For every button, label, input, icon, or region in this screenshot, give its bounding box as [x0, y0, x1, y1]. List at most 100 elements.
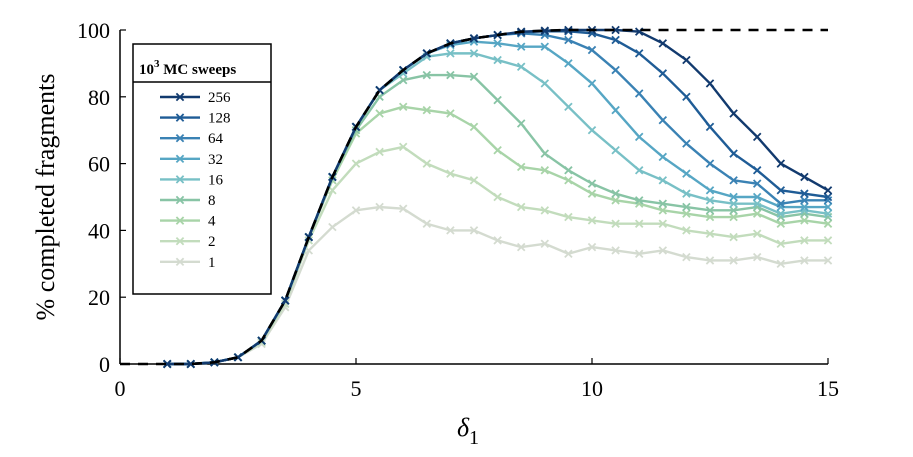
series-point-8-21 [658, 199, 668, 208]
series-point-64-27 [800, 196, 809, 205]
series-point-16-22 [682, 189, 691, 198]
series-point-128-19 [611, 35, 620, 45]
series-point-128-26 [776, 186, 786, 195]
series-point-4-10 [398, 102, 408, 112]
series-point-4-15 [516, 162, 526, 172]
x-axis-label: δ1 [457, 413, 479, 449]
series-point-32-27 [800, 202, 809, 212]
series-point-16-17 [564, 102, 573, 112]
series-point-2-9 [375, 147, 384, 157]
series-point-256-17 [564, 25, 573, 35]
series-point-2-4 [257, 338, 266, 347]
series-point-64-24 [729, 176, 738, 185]
series-point-256-28 [823, 186, 833, 195]
series-point-1-17 [564, 249, 573, 259]
series-point-4-27 [800, 216, 809, 225]
series-2 [162, 142, 833, 369]
series-point-64-23 [705, 159, 715, 168]
series-point-8-10 [398, 75, 408, 85]
series-point-256-25 [752, 132, 762, 142]
series-point-32-28 [823, 202, 833, 212]
series-point-256-26 [776, 159, 786, 168]
series-point-1-16 [540, 239, 550, 248]
y-ticks: 0 20 40 60 80 100 [77, 18, 126, 377]
series-point-2-13 [469, 176, 479, 185]
series-point-16-21 [658, 176, 668, 185]
series-point-16-25 [752, 199, 762, 208]
series-point-32-26 [776, 202, 786, 212]
legend-label-32: 32 [208, 152, 223, 168]
x-ticks: 0 5 10 15 [115, 358, 839, 401]
x-axis-label-symbol: δ [457, 413, 470, 442]
series-point-1-23 [705, 256, 715, 265]
legend-box [132, 43, 272, 295]
series-point-32-21 [658, 152, 668, 162]
series-point-1-24 [729, 256, 738, 265]
series-point-4-11 [422, 105, 432, 115]
legend-item-32: 32 [160, 152, 223, 168]
series-point-64-20 [634, 89, 644, 98]
series-point-2-15 [516, 202, 526, 212]
series-point-8-14 [493, 95, 502, 105]
series-point-1-13 [469, 226, 479, 235]
series-point-16-18 [587, 125, 597, 135]
series-point-64-22 [682, 139, 691, 148]
series-point-8-18 [587, 179, 597, 188]
series-point-1-22 [682, 252, 691, 262]
legend-item-4: 4 [160, 214, 216, 230]
series-point-4-28 [823, 219, 833, 228]
series-point-128-21 [658, 69, 668, 78]
series-point-32-23 [705, 186, 715, 195]
series-point-64-26 [776, 199, 786, 208]
series-point-256-5 [280, 296, 290, 305]
series-point-16-16 [540, 79, 550, 88]
series-point-16-24 [729, 199, 738, 208]
series-point-64-19 [611, 65, 620, 75]
series-point-32-17 [564, 59, 573, 68]
series-point-2-23 [705, 229, 715, 238]
legend-label-128: 128 [208, 111, 231, 127]
legend-item-128: 128 [160, 111, 231, 127]
series-point-256-19 [611, 25, 620, 35]
x-tick-label-0: 0 [115, 376, 126, 401]
y-tick-label-1: 20 [88, 285, 110, 310]
legend-title-rest: MC sweeps [160, 62, 237, 78]
series-point-2-22 [682, 226, 691, 235]
series-point-4-19 [611, 196, 620, 205]
legend-marker-128 [175, 113, 185, 122]
series-point-64-17 [564, 35, 573, 45]
series-point-16-13 [469, 49, 479, 58]
x-tick-label-2: 10 [581, 376, 603, 401]
series-point-128-20 [634, 49, 644, 58]
series-point-1-21 [658, 246, 668, 255]
series-point-256-24 [729, 109, 738, 118]
legend-item-1: 1 [160, 255, 216, 271]
series-point-1-12 [446, 226, 455, 235]
series-point-8-16 [540, 149, 550, 158]
legend-item-16: 16 [160, 172, 224, 188]
series-point-32-22 [682, 169, 691, 178]
series-point-32-18 [587, 79, 597, 88]
series-point-1-10 [398, 204, 408, 213]
series-point-8-13 [469, 72, 479, 81]
series-point-256-23 [705, 79, 715, 88]
series-point-32-19 [611, 105, 620, 115]
series-point-4-17 [564, 176, 573, 185]
series-point-2-26 [776, 239, 786, 248]
series-point-1-20 [634, 249, 644, 259]
series-point-4-25 [752, 209, 762, 218]
series-point-2-24 [729, 232, 738, 242]
legend-label-16: 16 [208, 172, 224, 188]
series-point-16-20 [634, 166, 644, 175]
series-point-4-14 [493, 146, 502, 155]
series-point-32-25 [752, 192, 762, 202]
series-point-2-17 [564, 212, 573, 222]
legend-marker-4 [175, 216, 185, 225]
series-point-8-28 [823, 212, 833, 222]
series-point-1-26 [776, 259, 786, 269]
series-point-1-15 [516, 242, 526, 252]
series-point-4-16 [540, 166, 550, 175]
series-point-64-28 [823, 196, 833, 205]
x-tick-label-3: 15 [817, 376, 839, 401]
legend-items: 256 128 64 32 16 8 4 2 1 [160, 90, 231, 271]
